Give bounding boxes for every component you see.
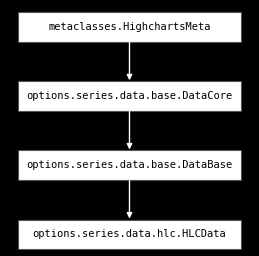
FancyBboxPatch shape (18, 81, 241, 111)
FancyBboxPatch shape (18, 151, 241, 180)
Text: metaclasses.HighchartsMeta: metaclasses.HighchartsMeta (48, 22, 211, 32)
FancyBboxPatch shape (18, 12, 241, 41)
Text: options.series.data.base.DataBase: options.series.data.base.DataBase (26, 160, 233, 170)
FancyBboxPatch shape (18, 219, 241, 249)
Text: options.series.data.base.DataCore: options.series.data.base.DataCore (26, 91, 233, 101)
Text: options.series.data.hlc.HLCData: options.series.data.hlc.HLCData (33, 229, 226, 239)
